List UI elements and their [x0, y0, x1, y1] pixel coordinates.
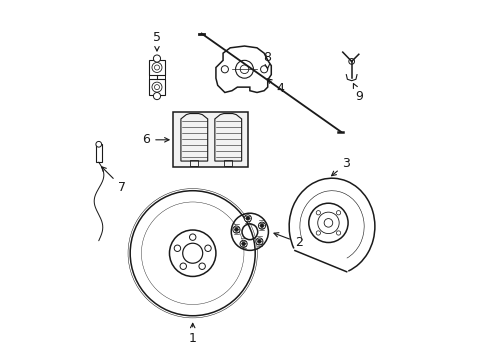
Circle shape	[336, 231, 340, 235]
Text: 4: 4	[267, 79, 284, 95]
Circle shape	[242, 242, 245, 246]
Text: 8: 8	[263, 51, 270, 69]
Circle shape	[316, 231, 320, 235]
Bar	[173, 112, 247, 167]
Circle shape	[348, 59, 354, 64]
Circle shape	[316, 211, 320, 215]
Circle shape	[240, 240, 246, 247]
Text: 9: 9	[353, 84, 363, 103]
Text: 5: 5	[153, 31, 161, 51]
Bar	[149, 79, 164, 95]
Circle shape	[260, 224, 263, 228]
Circle shape	[232, 226, 240, 233]
Circle shape	[336, 211, 340, 215]
Circle shape	[245, 217, 249, 220]
Circle shape	[153, 55, 160, 62]
Bar	[224, 160, 232, 166]
Circle shape	[255, 238, 263, 245]
Bar	[96, 144, 102, 162]
Text: 1: 1	[188, 323, 196, 346]
Circle shape	[221, 66, 228, 73]
Circle shape	[96, 141, 102, 147]
Bar	[149, 60, 164, 75]
Circle shape	[244, 215, 251, 222]
Circle shape	[153, 93, 160, 100]
Text: 6: 6	[142, 133, 169, 146]
Text: 2: 2	[273, 233, 302, 249]
Circle shape	[260, 66, 267, 73]
Text: 3: 3	[331, 157, 349, 176]
Text: 7: 7	[102, 167, 126, 194]
Circle shape	[234, 228, 238, 231]
Circle shape	[258, 222, 265, 229]
Bar	[190, 160, 198, 166]
Circle shape	[257, 240, 261, 243]
